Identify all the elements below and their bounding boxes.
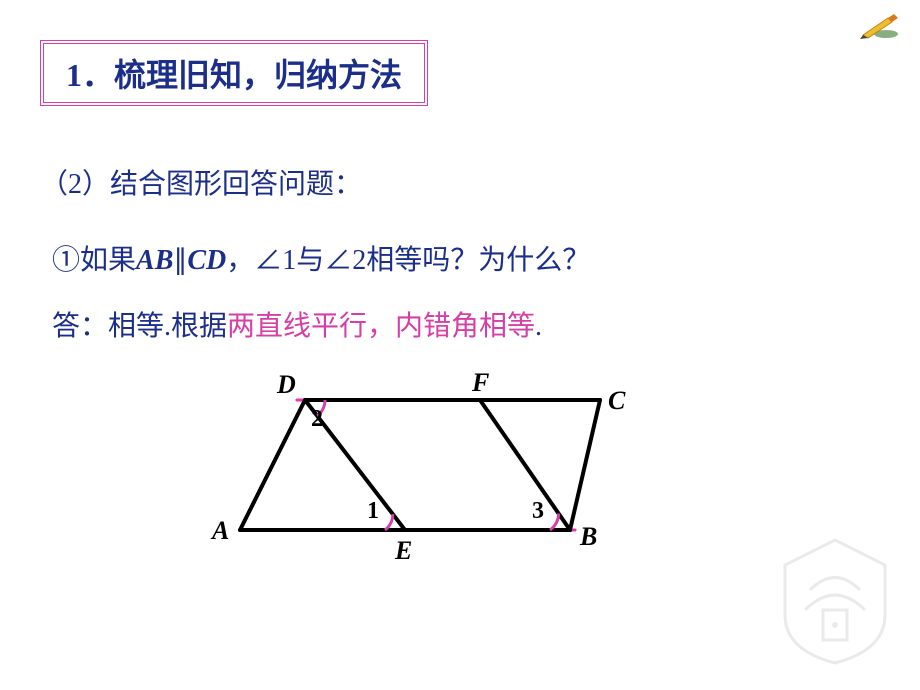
angle-2: 2 [311,406,323,433]
angle-1: 1 [367,498,379,525]
geometry-diagram: D F C A E B 1 2 3 [200,360,670,590]
section-title: 1．梳理旧知，归纳方法 [40,40,428,106]
var-ab: AB [136,245,173,276]
label-a: A [212,516,229,546]
label-e: E [395,536,412,566]
ans-pre: 答：相等.根据 [52,311,227,342]
watermark-logo [775,535,895,665]
ans-highlight: 两直线平行，内错角相等 [227,311,535,342]
q1-pre: ①如果 [52,245,136,276]
answer-1: 答：相等.根据两直线平行，内错角相等. [52,304,542,344]
label-d: D [277,370,296,400]
question-1: ①如果AB∥CD，∠1与∠2相等吗？为什么？ [52,238,590,278]
label-b: B [580,522,597,552]
question-prompt: （2）结合图形回答问题： [40,162,362,202]
label-c: C [608,386,625,416]
pen-icon [858,10,900,40]
var-cd: CD [187,245,226,276]
q1-post: ，∠1与∠2相等吗？为什么？ [226,245,590,276]
angle-3: 3 [532,498,544,525]
ans-post: . [535,311,542,342]
parallel-symbol: ∥ [173,245,187,276]
label-f: F [472,368,489,398]
